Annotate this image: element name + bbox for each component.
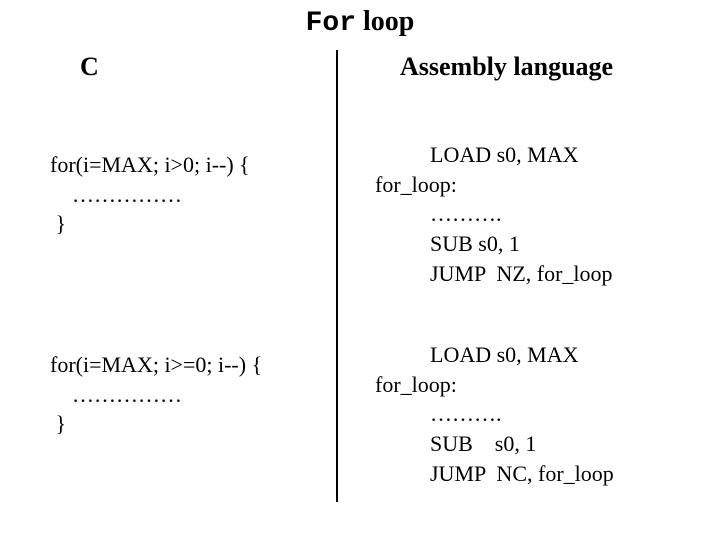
assembly-code-block-1: LOAD s0, MAX for_loop: ………. SUB s0, 1 JU…	[375, 140, 613, 288]
c-code-block-1: for(i=MAX; i>0; i--) { …………… }	[50, 150, 250, 239]
assembly-code-block-2: LOAD s0, MAX for_loop: ………. SUB s0, 1 JU…	[375, 340, 614, 488]
title-rest-part: loop	[356, 6, 414, 37]
c-code-block-2: for(i=MAX; i>=0; i--) { …………… }	[50, 350, 262, 439]
title-mono-part: For	[306, 8, 356, 39]
slide-title: For loop	[0, 6, 720, 39]
vertical-divider	[336, 50, 338, 502]
column-header-c: C	[80, 52, 99, 82]
column-header-assembly: Assembly language	[400, 52, 613, 82]
